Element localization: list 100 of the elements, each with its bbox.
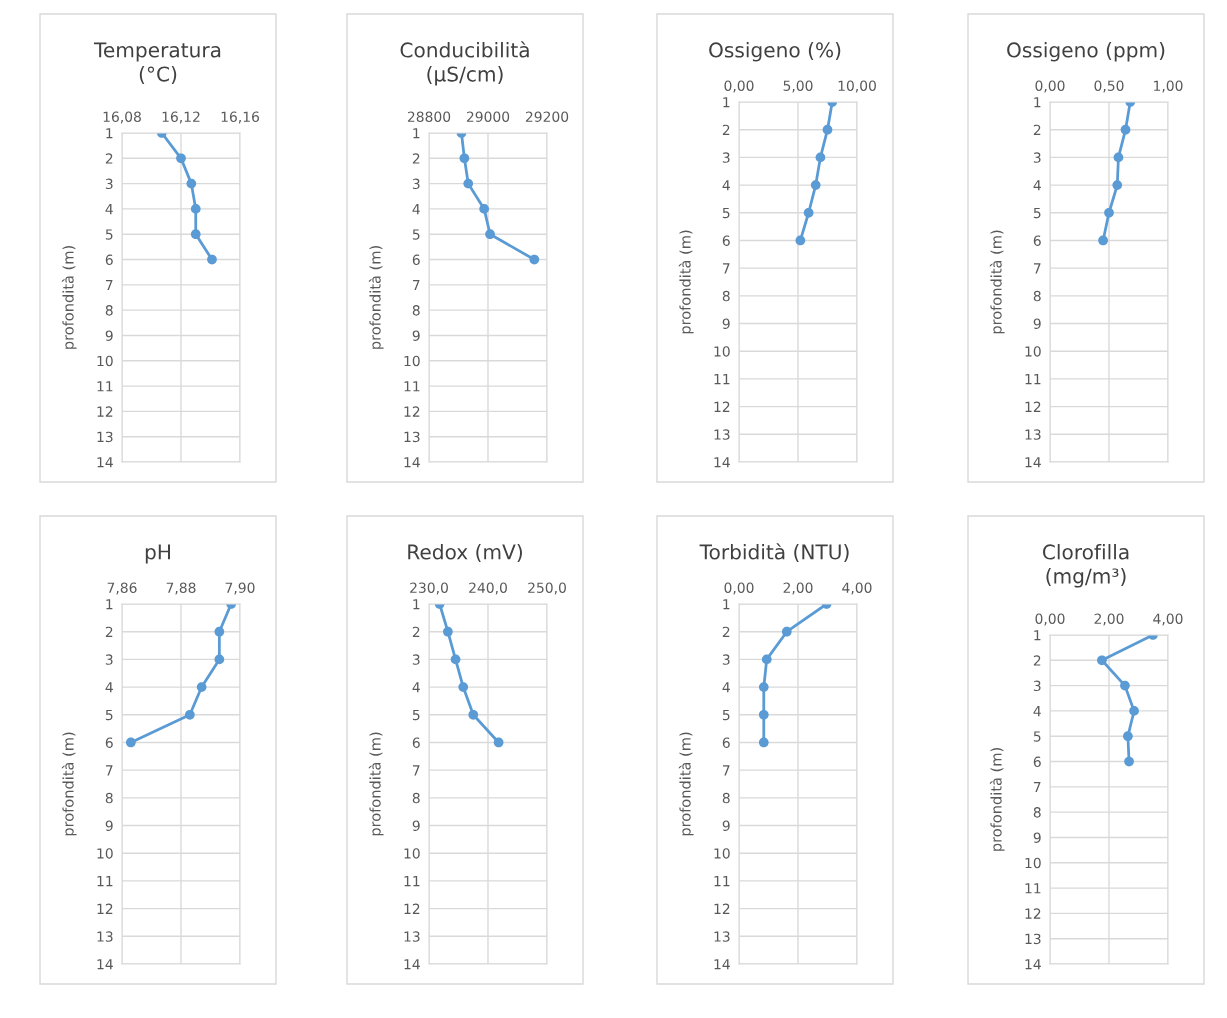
y-tick-label: 11 [714, 876, 730, 887]
chart-title: Clorofilla (mg/m³) [1042, 544, 1129, 588]
x-tick-label: 230,0 [410, 582, 448, 595]
chart-title: Ossigeno (ppm) [1007, 42, 1165, 62]
point [781, 626, 792, 637]
y-tick-label: 14 [97, 959, 113, 970]
x-tick-label: 4,00 [1153, 613, 1183, 626]
point [1112, 180, 1123, 190]
y-axis-title: profondità (m) [989, 748, 1005, 851]
y-tick-label: 7 [1033, 782, 1041, 793]
point [810, 180, 821, 190]
point [1129, 706, 1139, 716]
x-tick-label: 0,00 [724, 80, 754, 93]
y-tick-label: 12 [714, 401, 730, 412]
y-tick-label: 5 [412, 229, 420, 240]
y-tick-label: 13 [1025, 429, 1041, 440]
y-tick-label: 14 [97, 457, 113, 468]
y-tick-label: 13 [714, 931, 730, 942]
y-tick-label: 4 [1033, 706, 1041, 717]
point [1098, 235, 1108, 246]
y-tick-label: 4 [412, 682, 420, 693]
y-tick-label: 10 [1025, 346, 1041, 357]
point [443, 626, 453, 637]
chart-title: pH [145, 544, 170, 564]
y-tick-label: 9 [1033, 318, 1041, 330]
x-tick-label: 1,00 [1154, 80, 1183, 93]
y-axis-title: profondità (m) [678, 230, 694, 334]
y-tick-label: 5 [722, 207, 730, 219]
point [758, 737, 769, 748]
x-tick-label: 250,0 [528, 582, 566, 595]
y-axis-title: profondità (m) [368, 732, 384, 836]
y-tick-label: 10 [97, 355, 113, 367]
y-tick-label: 7 [105, 280, 113, 291]
y-tick-label: 12 [404, 406, 420, 417]
point [758, 682, 769, 692]
x-tick-label: 0,50 [1094, 80, 1124, 93]
y-tick-label: 6 [1033, 756, 1041, 768]
x-tick-label: 10,00 [838, 80, 876, 93]
point [207, 254, 217, 265]
y-tick-label: 2 [105, 626, 113, 637]
x-tick-label: 2,00 [783, 582, 813, 595]
point [758, 709, 769, 720]
x-tick-label: 16,08 [103, 111, 141, 124]
y-tick-label: 10 [1025, 857, 1041, 869]
y-tick-label: 1 [1034, 630, 1041, 641]
point [795, 235, 806, 246]
x-tick-label: 29000 [466, 111, 510, 122]
y-tick-label: 13 [97, 431, 113, 443]
y-tick-label: 13 [714, 429, 730, 440]
y-tick-label: 1 [413, 128, 420, 139]
y-tick-label: 4 [105, 682, 113, 693]
y-tick-label: 10 [97, 848, 113, 859]
y-tick-label: 1 [1034, 97, 1041, 108]
y-tick-label: 9 [1033, 832, 1041, 843]
point [125, 737, 136, 748]
point [1120, 124, 1131, 135]
y-tick-label: 9 [105, 820, 113, 832]
y-tick-label: 11 [714, 374, 730, 385]
y-tick-label: 7 [105, 765, 113, 776]
y-tick-label: 7 [412, 280, 420, 291]
x-tick-label: 0,00 [1035, 613, 1065, 626]
y-tick-label: 11 [404, 381, 420, 392]
x-tick-label: 7,90 [225, 582, 255, 595]
y-tick-label: 9 [412, 820, 420, 832]
y-tick-label: 12 [404, 903, 420, 914]
y-tick-label: 10 [404, 848, 420, 859]
y-tick-label: 3 [412, 178, 420, 190]
y-tick-label: 6 [105, 737, 113, 748]
chart-title: Redox (mV) [408, 544, 522, 562]
point [1124, 756, 1134, 767]
point [214, 626, 225, 637]
y-tick-label: 4 [105, 204, 113, 215]
y-tick-label: 3 [722, 152, 730, 163]
y-tick-label: 4 [1033, 180, 1041, 191]
y-tick-label: 6 [722, 235, 730, 246]
y-tick-label: 13 [404, 931, 420, 942]
y-tick-label: 5 [1033, 207, 1041, 219]
y-tick-label: 6 [412, 254, 420, 266]
y-tick-label: 12 [714, 903, 730, 914]
y-tick-label: 14 [1025, 959, 1041, 970]
y-tick-label: 14 [404, 959, 420, 970]
point [493, 737, 504, 748]
chart-title: Conducibilità (µS/cm) [400, 41, 529, 86]
y-tick-label: 8 [412, 792, 420, 804]
x-tick-label: 0,00 [724, 582, 754, 595]
y-tick-label: 9 [105, 330, 113, 341]
y-tick-label: 11 [97, 876, 113, 887]
x-tick-label: 28800 [407, 111, 451, 122]
y-tick-label: 14 [1025, 457, 1041, 468]
y-tick-label: 5 [105, 229, 113, 240]
point [190, 229, 201, 240]
x-tick-label: 29200 [525, 111, 569, 122]
x-tick-label: 2,00 [1094, 613, 1124, 626]
y-axis-title: profondità (m) [678, 732, 694, 836]
y-tick-label: 2 [105, 153, 113, 164]
y-tick-label: 2 [1033, 124, 1041, 135]
point [529, 254, 540, 265]
y-tick-label: 14 [714, 457, 730, 468]
y-tick-label: 7 [722, 765, 730, 776]
point [459, 153, 470, 164]
